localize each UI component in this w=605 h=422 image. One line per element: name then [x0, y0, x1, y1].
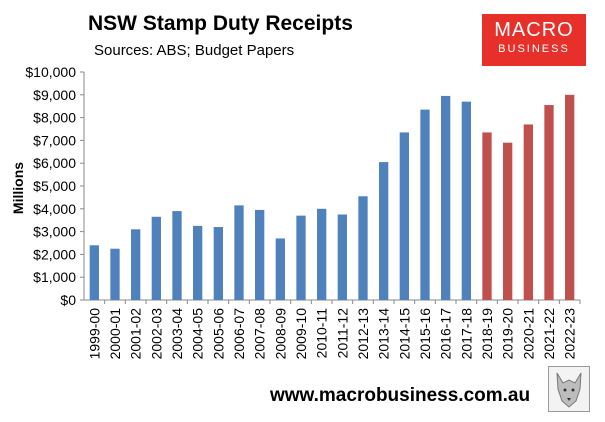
x-tick-label: 2004-05: [190, 308, 206, 360]
logo-line1: MACRO: [494, 19, 574, 41]
x-tick-label: 2021-22: [541, 308, 557, 360]
x-tick-label: 2001-02: [128, 308, 144, 360]
bar: [482, 132, 492, 300]
y-tick-label: $1,000: [33, 269, 76, 285]
y-tick-label: $5,000: [33, 178, 76, 194]
bar: [523, 124, 533, 300]
x-tick-label: 2008-09: [272, 308, 288, 360]
x-tick-label: 2015-16: [417, 308, 433, 360]
y-tick-label: $3,000: [33, 224, 76, 240]
bar: [441, 95, 451, 300]
y-tick-label: $8,000: [33, 110, 76, 126]
x-tick-label: 1999-00: [86, 308, 102, 360]
x-tick-label: 2009-10: [293, 308, 309, 360]
x-tick-label: 2007-08: [252, 308, 268, 360]
x-tick-label: 2019-20: [500, 308, 516, 360]
x-tick-label: 2018-19: [479, 308, 495, 360]
wolf-icon: [548, 366, 590, 412]
chart-subtitle: Sources: ABS; Budget Papers: [94, 42, 295, 59]
y-tick-label: $2,000: [33, 246, 76, 262]
bar: [275, 238, 285, 300]
bar: [255, 209, 265, 300]
x-tick-label: 2010-11: [314, 308, 330, 359]
bar: [337, 214, 347, 300]
x-tick-label: 2000-01: [107, 308, 123, 360]
bar: [317, 208, 327, 300]
bar: [151, 216, 161, 300]
logo-line2: BUSINESS: [498, 43, 570, 55]
x-tick-label: 2012-13: [355, 308, 371, 360]
x-tick-label: 2016-17: [438, 308, 454, 360]
macrobusiness-logo: MACRO BUSINESS: [482, 14, 586, 66]
bar: [503, 142, 513, 300]
y-tick-label: $4,000: [33, 201, 76, 217]
x-tick-label: 2006-07: [231, 308, 247, 360]
x-tick-label: 2022-23: [562, 308, 578, 360]
bar: [234, 205, 244, 300]
bar: [131, 229, 141, 300]
bar: [110, 248, 120, 300]
bar: [565, 94, 575, 300]
y-tick-label: $7,000: [33, 132, 76, 148]
x-tick-label: 2017-18: [458, 308, 474, 360]
x-tick-label: 2014-15: [396, 308, 412, 360]
bar: [399, 132, 409, 300]
bar: [213, 227, 223, 300]
bar: [172, 211, 182, 300]
bar: [358, 196, 368, 300]
y-tick-label: $6,000: [33, 155, 76, 171]
x-tick-label: 2003-04: [169, 308, 185, 360]
bar: [461, 101, 471, 300]
bar: [296, 215, 306, 300]
x-tick-label: 2020-21: [520, 308, 536, 360]
bar: [89, 245, 99, 300]
y-tick-label: $0: [60, 292, 76, 308]
x-tick-label: 2011-12: [334, 308, 350, 359]
y-tick-label: $10,000: [25, 64, 76, 80]
chart-title: NSW Stamp Duty Receipts: [88, 12, 353, 35]
bar: [420, 109, 430, 301]
x-tick-label: 2005-06: [210, 308, 226, 360]
x-tick-label: 2013-14: [376, 308, 392, 360]
x-tick-label: 2002-03: [148, 308, 164, 360]
bar: [544, 105, 554, 300]
y-tick-label: $9,000: [33, 87, 76, 103]
bar: [379, 162, 389, 300]
footer-url[interactable]: www.macrobusiness.com.au: [270, 385, 531, 406]
bar: [193, 225, 203, 300]
